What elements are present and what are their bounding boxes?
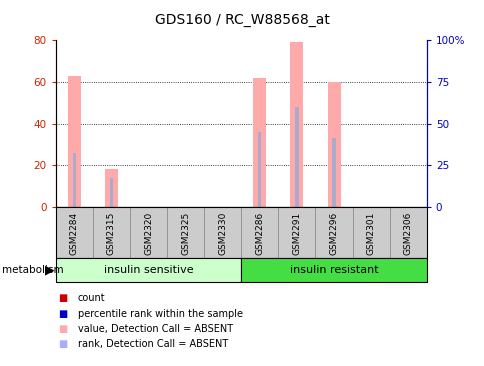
Bar xyxy=(204,207,241,258)
Text: GSM2315: GSM2315 xyxy=(106,212,116,255)
Bar xyxy=(73,153,76,207)
Bar xyxy=(295,107,298,207)
Bar xyxy=(56,258,241,282)
Text: percentile rank within the sample: percentile rank within the sample xyxy=(77,309,242,319)
Bar xyxy=(241,258,426,282)
Bar xyxy=(389,207,426,258)
Bar xyxy=(68,76,81,207)
Text: GSM2320: GSM2320 xyxy=(144,212,153,255)
Bar xyxy=(241,207,278,258)
Bar xyxy=(315,207,352,258)
Text: rank, Detection Call = ABSENT: rank, Detection Call = ABSENT xyxy=(77,339,227,350)
Text: GSM2284: GSM2284 xyxy=(70,212,79,255)
Bar xyxy=(278,207,315,258)
Bar xyxy=(327,82,340,207)
Text: GDS160 / RC_W88568_at: GDS160 / RC_W88568_at xyxy=(155,13,329,27)
Bar xyxy=(166,207,204,258)
Text: GSM2296: GSM2296 xyxy=(329,212,338,255)
Text: ■: ■ xyxy=(58,339,67,350)
Text: ■: ■ xyxy=(58,293,67,303)
Bar xyxy=(109,178,113,207)
Text: ■: ■ xyxy=(58,324,67,334)
Bar xyxy=(257,132,261,207)
Text: GSM2330: GSM2330 xyxy=(218,212,227,255)
Bar xyxy=(332,138,335,207)
Bar xyxy=(105,169,118,207)
Text: count: count xyxy=(77,293,105,303)
Text: ■: ■ xyxy=(58,309,67,319)
Text: value, Detection Call = ABSENT: value, Detection Call = ABSENT xyxy=(77,324,232,334)
Bar xyxy=(253,78,266,207)
Text: GSM2306: GSM2306 xyxy=(403,212,412,255)
Text: metabolism: metabolism xyxy=(2,265,64,275)
Bar xyxy=(93,207,130,258)
Bar xyxy=(352,207,389,258)
Bar xyxy=(56,207,93,258)
Text: GSM2301: GSM2301 xyxy=(366,212,375,255)
Text: GSM2291: GSM2291 xyxy=(292,212,301,255)
Text: insulin sensitive: insulin sensitive xyxy=(104,265,193,275)
Bar xyxy=(290,42,303,207)
Text: insulin resistant: insulin resistant xyxy=(289,265,378,275)
Text: GSM2286: GSM2286 xyxy=(255,212,264,255)
Text: ▶: ▶ xyxy=(45,264,54,277)
Text: GSM2325: GSM2325 xyxy=(181,212,190,255)
Bar xyxy=(130,207,166,258)
